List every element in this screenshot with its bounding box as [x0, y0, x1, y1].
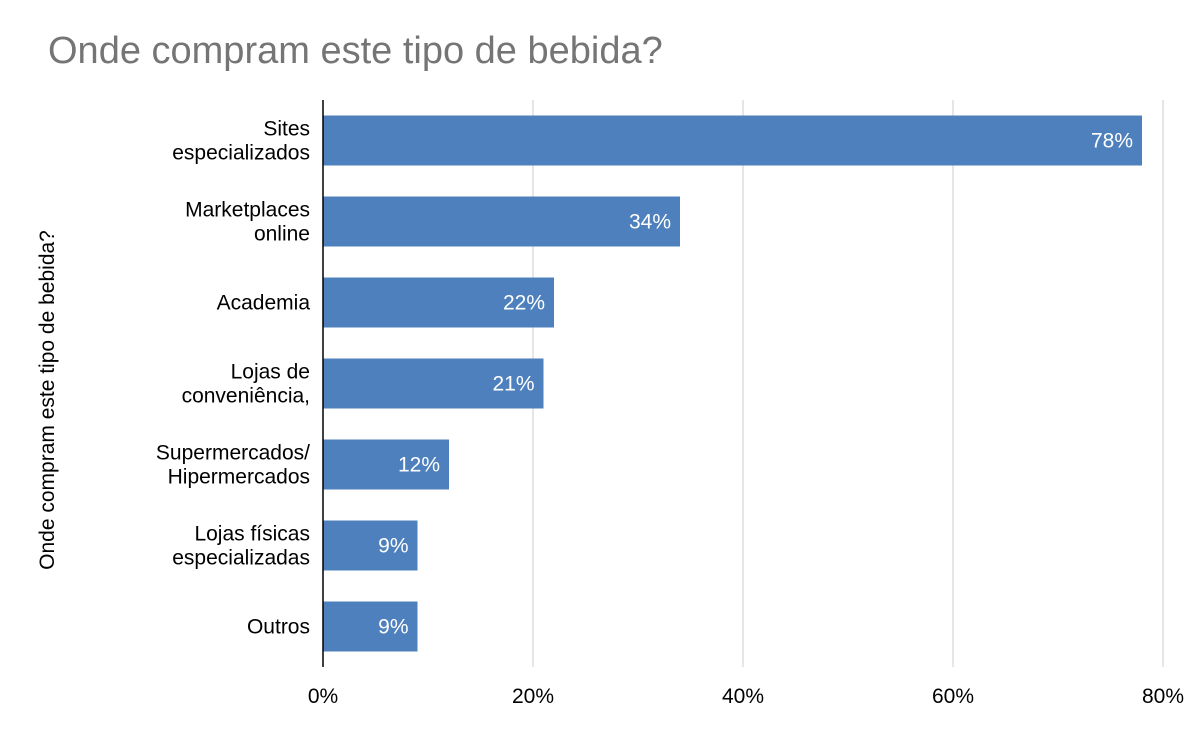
bar	[323, 115, 1142, 166]
category-label: Lojas de conveniência,	[182, 361, 310, 408]
data-label: 78%	[1091, 130, 1133, 153]
x-tick-label: 60%	[932, 685, 974, 708]
data-label: 21%	[492, 373, 534, 396]
x-tick-label: 40%	[722, 685, 764, 708]
bar	[323, 277, 554, 328]
x-tick-label: 0%	[308, 685, 338, 708]
x-tick-label: 20%	[512, 685, 554, 708]
category-label: Academia	[217, 292, 311, 315]
data-label: 9%	[378, 535, 408, 558]
bar	[323, 601, 418, 652]
bar	[323, 358, 544, 409]
category-label: Lojas físicas especializadas	[172, 523, 310, 570]
category-label: Supermercados/Hipermercados	[156, 442, 310, 489]
bar	[323, 520, 418, 571]
data-label: 34%	[629, 211, 671, 234]
category-label: Outros	[247, 616, 310, 639]
chart-title: Onde compram este tipo de bebida?	[48, 30, 663, 72]
data-label: 12%	[398, 454, 440, 477]
category-label: Marketplaces online	[185, 199, 310, 246]
data-label: 9%	[378, 616, 408, 639]
bar	[323, 439, 449, 490]
data-label: 22%	[503, 292, 545, 315]
category-label: Sites especializados	[172, 118, 310, 165]
x-tick-label: 80%	[1142, 685, 1184, 708]
bar	[323, 196, 680, 247]
